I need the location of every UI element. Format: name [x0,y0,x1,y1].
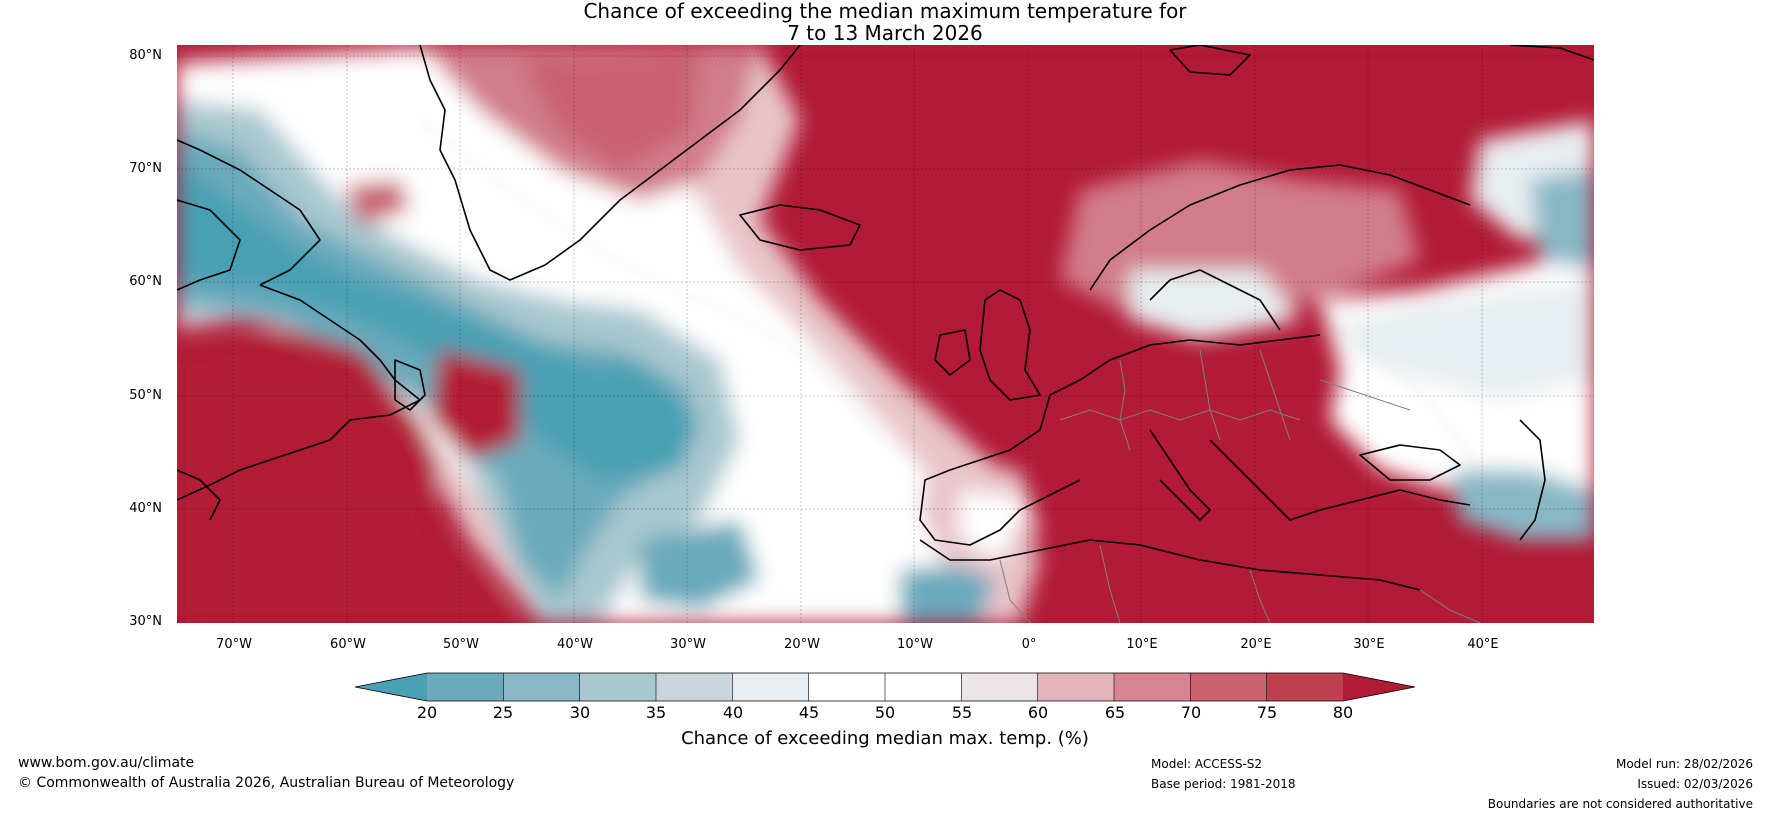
colorbar-tick-label: 35 [645,703,667,722]
lat-label: 30°N [129,614,162,629]
colorbar-segment [1037,673,1114,701]
colorbar-segment [1114,673,1191,701]
lon-label: 40°E [1467,637,1499,652]
lon-label: 30°E [1353,637,1385,652]
footer-base-period: Base period: 1981-2018 [1151,777,1296,791]
colorbar [354,672,1416,702]
colorbar-segment [885,673,962,701]
colorbar-segment [732,673,809,701]
lon-label: 0° [1021,637,1037,652]
probability-field [177,45,1594,623]
colorbar-extend-low [355,673,427,701]
footer-model-run: Model run: 28/02/2026 [1615,757,1753,771]
lat-label: 60°N [129,274,162,289]
colorbar-tick-label: 70 [1180,703,1202,722]
lon-label: 60°W [330,637,366,652]
country-borders [999,349,1481,623]
lon-label: 50°W [443,637,479,652]
colorbar-segment [1190,673,1267,701]
colorbar-tick-label: 45 [798,703,820,722]
map-title-line-2: 7 to 13 March 2026 [787,21,983,45]
colorbar-tick-label: 20 [416,703,438,722]
colorbar-tick-label: 40 [722,703,744,722]
colorbar-tick-label: 25 [492,703,514,722]
footer-copyright: © Commonwealth of Australia 2026, Austra… [18,775,515,791]
colorbar-tick-label: 75 [1256,703,1278,722]
map-title-line-1: Chance of exceeding the median maximum t… [583,0,1187,23]
footer-url: www.bom.gov.au/climate [18,755,195,771]
lat-label: 70°N [129,161,162,176]
lon-label: 70°W [216,637,252,652]
colorbar-outline [354,672,1416,702]
colorbar-segment [503,673,580,701]
colorbar-label: Chance of exceeding median max. temp. (%… [681,728,1089,749]
colorbar-segment [579,673,656,701]
colorbar-extend-high [1343,673,1415,701]
lon-label: 20°E [1240,637,1272,652]
colorbar-segment [427,673,504,701]
colorbar-segment [808,673,885,701]
lat-label: 40°N [129,501,162,516]
gridlines [177,45,1594,623]
footer-issued: Issued: 02/03/2026 [1637,777,1753,791]
footer-boundaries-note: Boundaries are not considered authoritat… [1487,797,1753,811]
colorbar-tick-label: 30 [569,703,591,722]
colorbar-segment [1266,673,1343,701]
lon-label: 40°W [557,637,593,652]
colorbar-tick-label: 50 [874,703,896,722]
coastlines [177,45,1594,591]
lon-label: 20°W [784,637,820,652]
lat-label: 80°N [129,48,162,63]
colorbar-tick-label: 60 [1027,703,1049,722]
lon-label: 30°W [670,637,706,652]
footer-model: Model: ACCESS-S2 [1151,757,1263,771]
colorbar-segment [656,673,733,701]
colorbar-tick-label: 80 [1332,703,1354,722]
colorbar-tick-label: 65 [1104,703,1126,722]
lat-label: 50°N [129,388,162,403]
lon-label: 10°W [897,637,933,652]
colorbar-segment [961,673,1038,701]
colorbar-tick-label: 55 [951,703,973,722]
lon-label: 10°E [1126,637,1158,652]
